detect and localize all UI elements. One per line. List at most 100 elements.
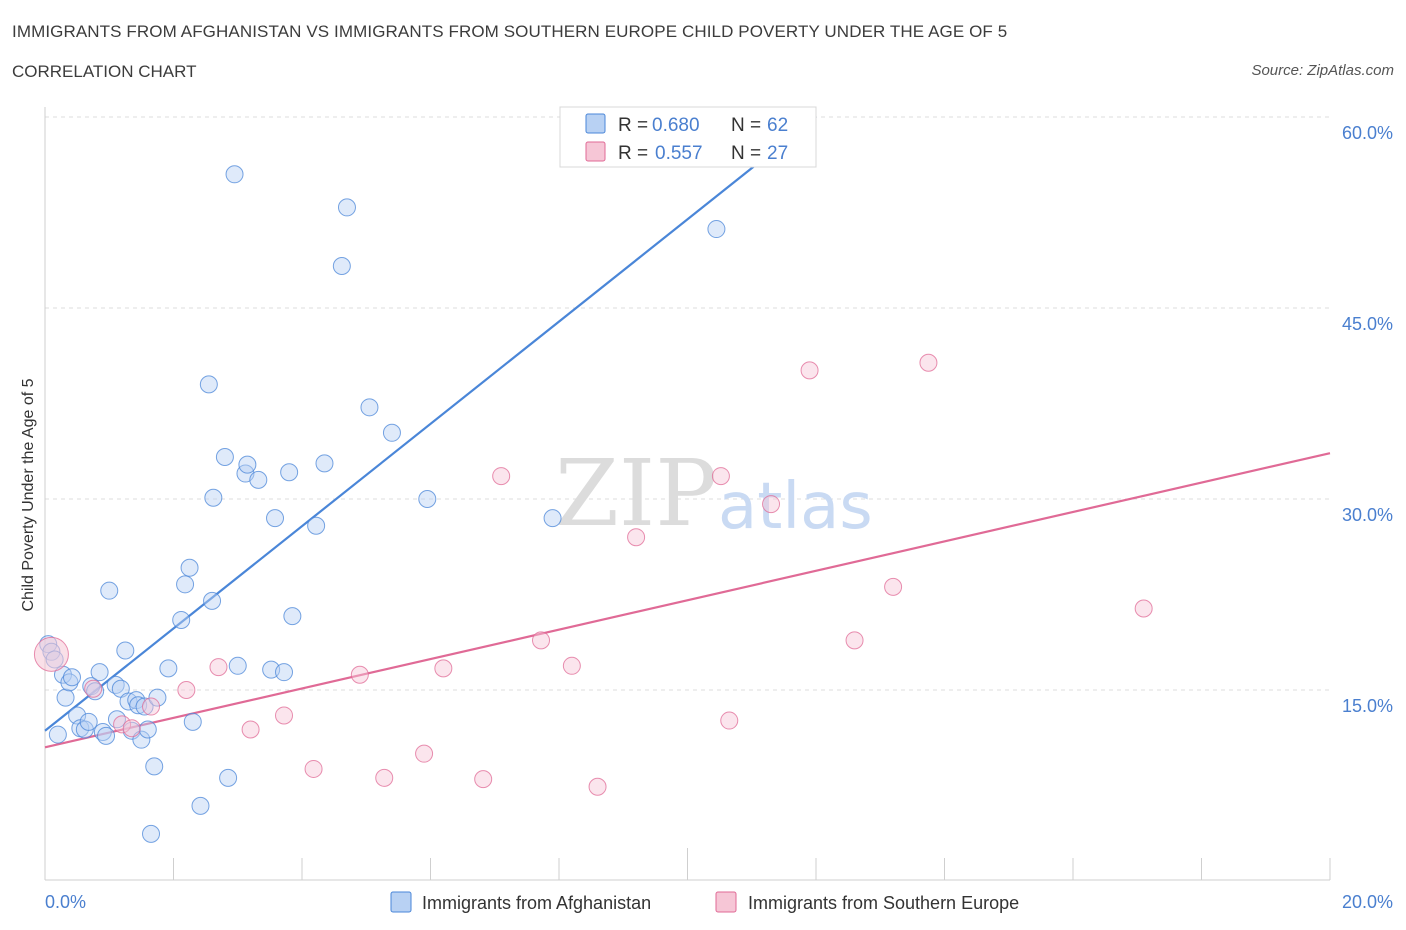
point-afghanistan <box>315 454 334 473</box>
point-afghanistan <box>225 165 244 184</box>
point-southern-europe <box>241 720 260 739</box>
y-axis-ticks: 15.0% 30.0% 45.0% 60.0% <box>1342 123 1393 716</box>
chart-title: IMMIGRANTS FROM AFGHANISTAN VS IMMIGRANT… <box>12 22 1008 41</box>
point-afghanistan <box>543 509 562 528</box>
point-southern-europe <box>762 495 781 514</box>
point-southern-europe <box>1134 599 1153 618</box>
point-afghanistan <box>62 668 81 687</box>
trend-lines <box>44 116 1331 749</box>
legend-top: R = 0.680 N = 62 R = 0.557 N = 27 <box>559 106 817 168</box>
point-afghanistan <box>48 725 67 744</box>
legend-r-label: R = <box>618 143 648 164</box>
point-afghanistan <box>107 710 126 729</box>
point-southern-europe <box>113 715 132 734</box>
point-afghanistan <box>228 656 247 675</box>
point-afghanistan <box>337 198 356 217</box>
watermark: ZIP atlas <box>555 440 873 547</box>
point-southern-europe <box>492 467 511 486</box>
point-afghanistan <box>238 455 257 474</box>
x-tick-label: 20.0% <box>1342 892 1393 912</box>
legend-swatch-southern-europe <box>715 891 737 913</box>
point-southern-europe <box>627 528 646 547</box>
point-afghanistan <box>172 610 191 629</box>
point-afghanistan <box>707 220 726 239</box>
point-southern-europe <box>375 768 394 787</box>
point-afghanistan <box>79 712 98 731</box>
point-afghanistan <box>418 490 437 508</box>
legend-r-value: 0.680 <box>652 115 700 136</box>
point-afghanistan <box>100 581 119 600</box>
legend-n-label: N = <box>731 115 761 136</box>
point-southern-europe <box>122 719 141 738</box>
point-afghanistan <box>148 688 167 707</box>
point-southern-europe <box>434 659 453 678</box>
y-tick-label: 30.0% <box>1342 505 1393 525</box>
point-southern-europe <box>532 631 551 650</box>
point-afghanistan <box>382 423 401 442</box>
point-afghanistan <box>180 558 199 577</box>
point-southern-europe <box>800 361 819 380</box>
trend-line-southern-europe <box>44 452 1331 749</box>
point-afghanistan <box>360 398 379 417</box>
point-afghanistan <box>249 470 268 489</box>
point-afghanistan <box>215 447 234 466</box>
point-afghanistan <box>176 575 195 594</box>
point-afghanistan <box>142 824 161 843</box>
point-southern-europe <box>711 467 730 486</box>
legend-bottom: Immigrants from Afghanistan Immigrants f… <box>390 891 1019 913</box>
legend-label-southern-europe: Immigrants from Southern Europe <box>748 893 1019 913</box>
y-tick-label: 60.0% <box>1342 123 1393 143</box>
axes <box>44 107 1331 881</box>
point-afghanistan <box>204 488 223 507</box>
point-southern-europe <box>588 777 607 796</box>
point-afghanistan <box>199 375 218 394</box>
watermark-atlas: atlas <box>718 470 873 544</box>
point-afghanistan <box>183 712 202 731</box>
point-afghanistan <box>307 516 326 535</box>
point-afghanistan <box>116 641 135 660</box>
point-southern-europe <box>474 770 493 789</box>
legend-n-value: 27 <box>767 143 788 164</box>
point-afghanistan <box>159 659 178 678</box>
point-southern-europe <box>919 353 938 372</box>
point-southern-europe <box>84 679 103 698</box>
point-afghanistan <box>283 607 302 626</box>
legend-r-value: 0.557 <box>655 143 703 164</box>
y-tick-label: 15.0% <box>1342 696 1393 716</box>
point-southern-europe <box>415 744 434 763</box>
point-afghanistan <box>280 463 299 482</box>
point-afghanistan <box>145 757 164 776</box>
point-southern-europe <box>142 697 161 716</box>
point-southern-europe <box>209 658 228 677</box>
y-axis-label: Child Poverty Under the Age of 5 <box>20 378 37 611</box>
y-tick-label: 45.0% <box>1342 314 1393 334</box>
point-southern-europe <box>845 631 864 650</box>
point-afghanistan <box>332 256 351 275</box>
trend-line-afghanistan <box>44 116 817 732</box>
point-afghanistan <box>135 697 154 716</box>
point-southern-europe <box>884 577 903 596</box>
legend-n-value: 62 <box>767 115 788 136</box>
point-afghanistan <box>86 682 105 701</box>
point-afghanistan <box>97 726 116 745</box>
x-tick-label: 0.0% <box>45 892 86 912</box>
point-afghanistan <box>138 720 157 739</box>
legend-swatch-afghanistan <box>390 891 412 913</box>
legend-n-label: N = <box>731 143 761 164</box>
point-southern-europe <box>33 636 69 672</box>
data-points <box>33 165 1153 843</box>
point-afghanistan <box>129 696 148 715</box>
legend-swatch-southern-europe <box>585 141 606 162</box>
point-southern-europe <box>350 665 369 684</box>
legend-r-label: R = <box>618 115 648 136</box>
chart-subtitle: CORRELATION CHART <box>12 62 197 81</box>
point-southern-europe <box>562 656 581 675</box>
legend-swatch-afghanistan <box>585 113 606 134</box>
point-afghanistan <box>60 673 79 692</box>
point-southern-europe <box>177 681 196 699</box>
point-afghanistan <box>203 591 222 610</box>
point-afghanistan <box>56 688 75 707</box>
point-afghanistan <box>90 663 109 682</box>
point-southern-europe <box>720 711 739 730</box>
